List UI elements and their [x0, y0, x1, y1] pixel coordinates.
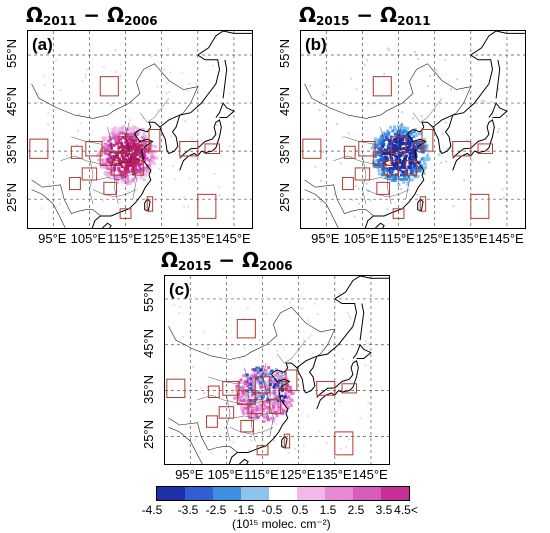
lat-label: 45°N	[141, 328, 157, 358]
concentration-field	[173, 292, 370, 454]
lat-label: 35°N	[277, 135, 293, 165]
lon-label: 145°E	[488, 231, 524, 246]
concentration-field	[36, 46, 236, 214]
lat-label: 55°N	[4, 38, 20, 69]
colorbar-swatch	[213, 487, 241, 500]
colorbar-tick-label: -4.5	[141, 503, 163, 517]
panel-c-title: Ω2015 − Ω2006	[161, 248, 293, 273]
panel-a-title: Ω2011 − Ω2006	[26, 3, 158, 28]
panel-a-label: (a)	[32, 35, 53, 54]
colorbar-tick-label: 1.5	[319, 503, 337, 517]
colorbar-swatch	[185, 487, 213, 500]
panel-b-label: (b)	[305, 35, 327, 54]
lat-label: 35°N	[4, 135, 20, 165]
graticule	[165, 276, 389, 464]
lon-label: 115°E	[380, 231, 415, 246]
panel-c-label: (c)	[169, 280, 190, 299]
colorbar-swatch	[325, 487, 353, 500]
colorbar-swatch	[353, 487, 381, 500]
map-c-canvas	[165, 276, 389, 464]
colorbar-tick-label: 0.5	[291, 503, 309, 517]
colorbar-swatch	[381, 487, 409, 500]
colorbar-swatch	[157, 487, 185, 500]
lon-label: 105°E	[343, 231, 380, 246]
lat-label: 25°N	[4, 183, 20, 213]
map-b: (b)	[300, 30, 526, 229]
map-b-canvas	[301, 31, 525, 228]
lon-label: 125°E	[279, 467, 316, 482]
lat-label: 55°N	[141, 282, 157, 312]
colorbar-tick-label: -2.5	[205, 503, 227, 517]
colorbar-tick-label: -3.5	[177, 503, 199, 517]
map-a-canvas	[28, 31, 252, 228]
borders	[304, 63, 472, 228]
lon-label: 125°E	[142, 231, 179, 246]
colorbar-swatch	[297, 487, 325, 500]
colorbar-swatch	[269, 487, 297, 500]
colorbar	[156, 486, 410, 501]
colorbar-tick-label: 4.5<	[394, 503, 418, 517]
lon-label: 125°E	[415, 231, 452, 246]
lon-label: 105°E	[207, 467, 244, 482]
lon-label: 95°E	[38, 231, 67, 246]
lon-label: 115°E	[107, 231, 142, 246]
lon-label: 95°E	[311, 231, 340, 246]
colorbar-tick-label: 2.5	[347, 503, 365, 517]
map-c: (c)	[164, 275, 390, 465]
panel-b-title: Ω2015 − Ω2011	[299, 3, 431, 28]
lon-label: 115°E	[244, 467, 279, 482]
graticule	[28, 31, 252, 228]
lon-label: 135°E	[316, 467, 352, 482]
lon-label: 95°E	[175, 467, 204, 482]
lon-label: 135°E	[452, 231, 488, 246]
lon-label: 135°E	[179, 231, 215, 246]
colorbar-tick-label: 3.5	[375, 503, 393, 517]
lat-label: 25°N	[141, 420, 157, 450]
colorbar-swatch	[241, 487, 269, 500]
lat-label: 35°N	[141, 374, 157, 404]
study-regions	[166, 319, 357, 456]
colorbar-tick-label: -0.5	[261, 503, 283, 517]
lat-label: 45°N	[4, 87, 20, 117]
lon-label: 145°E	[215, 231, 251, 246]
coastlines	[228, 276, 389, 464]
study-regions	[302, 76, 493, 219]
lat-label: 25°N	[277, 183, 293, 213]
coastlines	[364, 31, 525, 228]
lat-label: 45°N	[277, 87, 293, 117]
study-regions	[29, 76, 220, 219]
map-a: (a)	[27, 30, 253, 229]
lon-label: 145°E	[352, 467, 388, 482]
lat-label: 55°N	[277, 38, 293, 69]
lon-label: 105°E	[70, 231, 107, 246]
borders	[31, 63, 199, 228]
colorbar-tick-label: -1.5	[233, 503, 255, 517]
colorbar-unit: (10¹⁵ molec. cm⁻²)	[232, 517, 331, 531]
coastlines	[91, 31, 252, 228]
